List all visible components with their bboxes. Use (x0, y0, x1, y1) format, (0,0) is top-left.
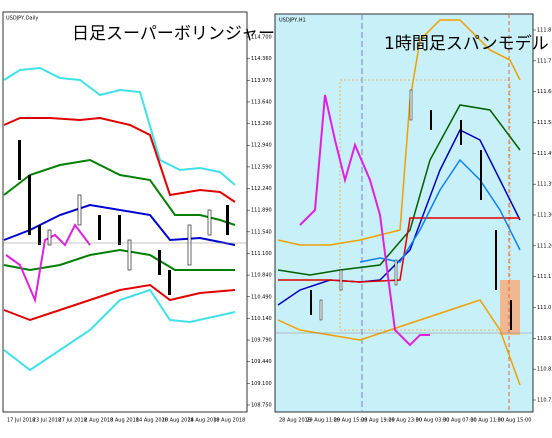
date-label: 8 Aug 2018 (110, 418, 139, 424)
price-label: 111.395 (537, 182, 552, 188)
right-plot (274, 13, 534, 413)
price-label: 113.290 (251, 121, 272, 127)
right-indicators (277, 19, 521, 386)
date-label: 30 Aug 15:00 (498, 418, 532, 424)
price-label: 109.100 (251, 381, 272, 387)
price-label: 112.590 (251, 164, 272, 170)
price-label: 114.360 (251, 56, 272, 62)
price-label: 113.640 (251, 99, 272, 105)
price-label: 111.300 (537, 213, 552, 219)
date-label: 24 Aug 2018 (187, 418, 219, 424)
price-label: 111.490 (537, 151, 552, 157)
price-label: 110.825 (537, 367, 552, 373)
price-label: 112.240 (251, 186, 272, 192)
date-label: 28 Aug 2018 (279, 418, 311, 424)
price-label: 111.540 (251, 229, 272, 235)
price-label: 110.140 (251, 316, 272, 322)
date-label: 29 Aug 19:00 (361, 418, 395, 424)
date-label: 20 Aug 2018 (162, 418, 194, 424)
price-label: 111.680 (537, 89, 552, 95)
price-label: 109.440 (251, 359, 272, 365)
price-label: 111.585 (537, 120, 552, 126)
left-plot (2, 11, 248, 413)
price-label: 108.750 (251, 403, 272, 409)
price-label: 113.970 (251, 78, 272, 84)
date-label: 2 Aug 2018 (84, 418, 113, 424)
left-title: 日足スーパーボリンジャー (72, 24, 275, 44)
left-candles (18, 140, 229, 295)
price-label: 111.205 (537, 243, 552, 249)
date-label: 30 Aug 07:00 (443, 418, 477, 424)
date-label: 30 Aug 2018 (213, 418, 245, 424)
date-label: 14 Aug 2018 (136, 418, 168, 424)
price-label: 110.920 (537, 336, 552, 342)
price-label: 110.730 (537, 398, 552, 404)
price-label: 111.100 (251, 251, 272, 257)
date-label: 29 Aug 15:00 (334, 418, 368, 424)
date-label: 17 Jul 2018 (7, 418, 35, 424)
price-label: 111.870 (537, 28, 552, 34)
date-label: 27 Jul 2018 (59, 418, 87, 424)
date-label: 29 Aug 11:00 (306, 418, 340, 424)
price-label: 111.775 (537, 58, 552, 64)
price-label: 111.015 (537, 305, 552, 311)
date-label: 30 Aug 03:00 (416, 418, 450, 424)
price-label: 111.890 (251, 208, 272, 214)
right-title: 1時間足スパンモデル (384, 33, 549, 54)
price-label: 110.840 (251, 273, 272, 279)
price-label: 111.110 (537, 274, 552, 280)
price-label: 109.790 (251, 338, 272, 344)
left-header: USDJPY,Daily (6, 16, 38, 22)
date-label: 23 Jul 2018 (33, 418, 61, 424)
price-label: 110.490 (251, 294, 272, 300)
price-label: 114.700 (251, 35, 272, 41)
date-label: 30 Aug 11:00 (470, 418, 504, 424)
right-candles (310, 89, 512, 330)
right-header: USDJPY,H1 (279, 18, 306, 24)
range-box (339, 79, 511, 331)
date-label: 29 Aug 23:00 (388, 418, 422, 424)
price-label: 112.940 (251, 143, 272, 149)
